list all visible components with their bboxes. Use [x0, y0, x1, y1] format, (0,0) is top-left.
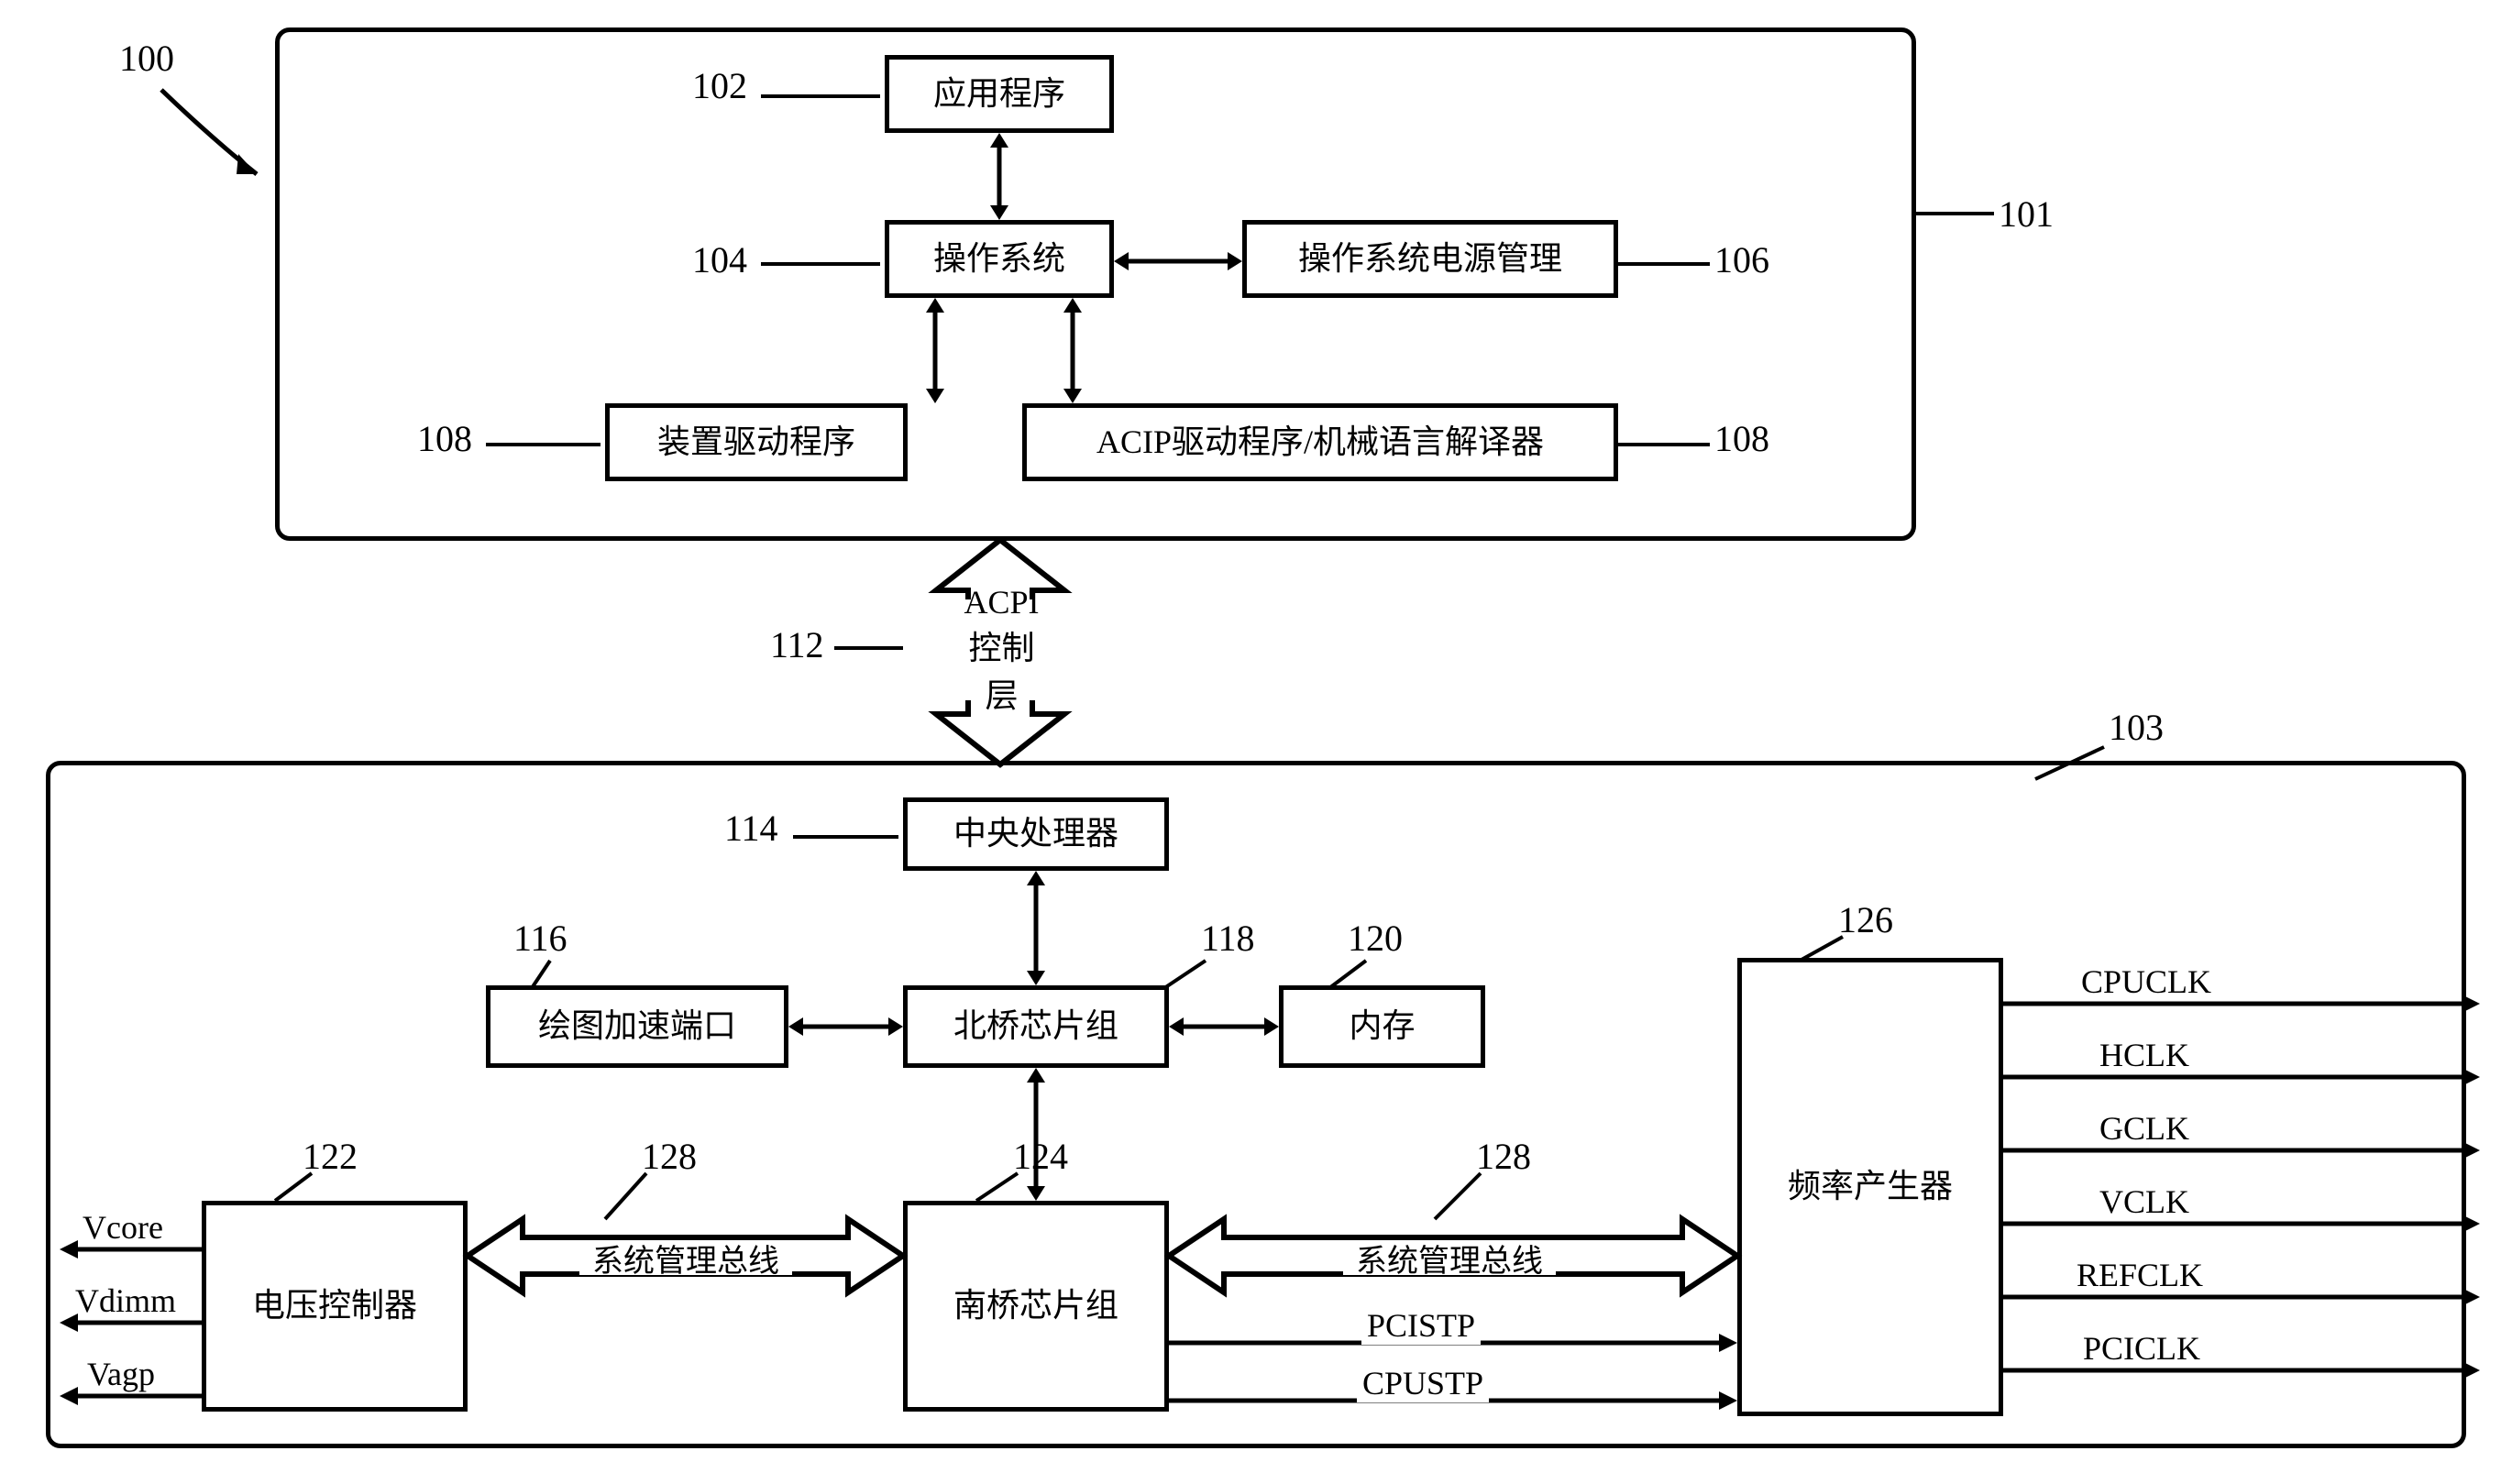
lbl-refclk: REFCLK: [2077, 1256, 2203, 1294]
label-agp: 绘图加速端口: [538, 1006, 736, 1046]
ref-south: 124: [1013, 1135, 1068, 1178]
label-south: 南桥芯片组: [953, 1286, 1118, 1325]
box-north: 北桥芯片组: [903, 985, 1169, 1068]
acpi-control-label: ACPI 控制层: [957, 599, 1046, 700]
smbus-right-label: 系统管理总线: [1343, 1240, 1556, 1275]
smbus-right-text: 系统管理总线: [1356, 1236, 1543, 1281]
lbl-pciclk: PCICLK: [2083, 1329, 2200, 1368]
lbl-vclk: VCLK: [2099, 1182, 2189, 1221]
leader-acpi: [834, 643, 912, 653]
box-devdrv: 装置驱动程序: [605, 403, 908, 481]
smbus-left-text: 系统管理总线: [592, 1236, 779, 1281]
ref-smbus-r: 128: [1476, 1135, 1531, 1178]
leader-sw-layer: [1912, 209, 2003, 218]
lbl-vcore: Vcore: [83, 1208, 163, 1247]
ref-acpi: 112: [770, 623, 824, 666]
lbl-cpuclk: CPUCLK: [2081, 962, 2211, 1001]
ref-system-arrow: [147, 82, 293, 192]
ref-sw-layer: 101: [1999, 192, 2054, 236]
smbus-left-label: 系统管理总线: [579, 1240, 792, 1275]
lbl-vdimm: Vdimm: [75, 1281, 176, 1320]
ref-ospm: 106: [1714, 238, 1769, 281]
label-mem: 内存: [1349, 1006, 1415, 1046]
box-freq: 频率产生器: [1737, 958, 2003, 1416]
ref-mem: 120: [1348, 917, 1403, 960]
diagram-canvas: 100 101 应用程序 102 操作系统 104 操作系统电源管理 106 装…: [0, 0, 2512, 1484]
label-north: 北桥芯片组: [953, 1006, 1118, 1046]
label-ospm: 操作系统电源管理: [1298, 239, 1562, 279]
box-app: 应用程序: [885, 55, 1114, 133]
ref-os: 104: [692, 238, 747, 281]
ref-hw-layer: 103: [2109, 706, 2164, 749]
label-freq: 频率产生器: [1788, 1167, 1953, 1206]
lbl-pcistp: PCISTP: [1361, 1306, 1481, 1345]
box-vctrl: 电压控制器: [202, 1201, 468, 1412]
ref-acpidrv: 108: [1714, 417, 1769, 460]
ref-smbus-l: 128: [642, 1135, 697, 1178]
lbl-hclk: HCLK: [2099, 1036, 2189, 1074]
lbl-gclk: GCLK: [2099, 1109, 2189, 1148]
box-mem: 内存: [1279, 985, 1485, 1068]
ref-system: 100: [119, 37, 174, 80]
label-acpidrv: ACIP驱动程序/机械语言解译器: [1096, 423, 1544, 462]
label-app: 应用程序: [933, 74, 1065, 114]
ref-app: 102: [692, 64, 747, 107]
box-os: 操作系统: [885, 220, 1114, 298]
ref-freq: 126: [1838, 898, 1893, 941]
ref-north: 118: [1201, 917, 1255, 960]
lbl-cpustp: CPUSTP: [1357, 1364, 1489, 1402]
box-cpu: 中央处理器: [903, 797, 1169, 871]
ref-devdrv: 108: [417, 417, 472, 460]
box-south: 南桥芯片组: [903, 1201, 1169, 1412]
ref-agp: 116: [513, 917, 567, 960]
ref-vctrl: 122: [303, 1135, 358, 1178]
label-devdrv: 装置驱动程序: [657, 423, 855, 462]
box-agp: 绘图加速端口: [486, 985, 788, 1068]
lbl-vagp: Vagp: [87, 1355, 155, 1393]
label-cpu: 中央处理器: [953, 814, 1118, 853]
acpi-line2: 控制层: [957, 621, 1046, 717]
acpi-line1: ACPI: [964, 583, 1039, 621]
label-os: 操作系统: [933, 239, 1065, 279]
label-vctrl: 电压控制器: [252, 1286, 417, 1325]
box-acpidrv: ACIP驱动程序/机械语言解译器: [1022, 403, 1618, 481]
box-ospm: 操作系统电源管理: [1242, 220, 1618, 298]
ref-cpu: 114: [724, 807, 778, 850]
